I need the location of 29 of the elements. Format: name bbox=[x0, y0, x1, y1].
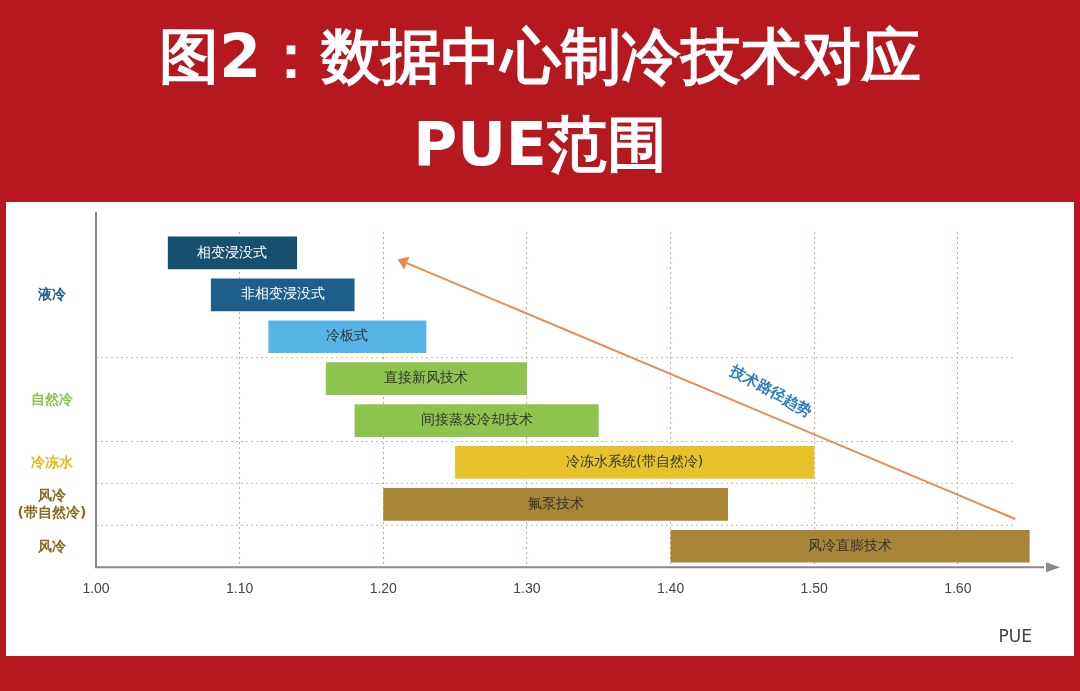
x-tick-label: 1.60 bbox=[944, 580, 972, 597]
y-tick-label: 非相变浸没式 bbox=[240, 285, 325, 302]
y-tick-label: 直接新风技术 bbox=[384, 369, 469, 386]
x-tick-label: 1.30 bbox=[513, 580, 541, 597]
text: 风冷 bbox=[37, 537, 67, 555]
y-tick-label: 氟泵技术 bbox=[527, 494, 584, 511]
annotation: 技术路径趋势 bbox=[726, 361, 816, 421]
bar bbox=[383, 488, 728, 521]
y-tick-label: 风冷直膨技术 bbox=[808, 536, 893, 553]
bar bbox=[670, 529, 1030, 563]
x-axis-title: PUE bbox=[998, 626, 1032, 646]
chart-title: 图2：数据中心制冷技术对应PUE范围 bbox=[158, 20, 922, 181]
bar bbox=[268, 320, 427, 354]
x-tick-label: 1.40 bbox=[656, 580, 685, 597]
text: 风冷 (带自然冷) bbox=[16, 487, 88, 522]
x-tick-label: 1.50 bbox=[800, 580, 829, 597]
y-tick-label: 相变浸没式 bbox=[197, 243, 268, 260]
bar bbox=[455, 446, 815, 479]
bar bbox=[325, 362, 527, 395]
y-tick-label: 间接蒸发冷却技术 bbox=[420, 411, 533, 428]
text: 自然冷 bbox=[30, 391, 74, 409]
x-tick-label: 1.10 bbox=[226, 580, 254, 597]
y-tick-label: 冷板式 bbox=[326, 327, 369, 344]
bar bbox=[354, 404, 599, 437]
x-tick-label: 1.20 bbox=[369, 580, 398, 597]
text: 液冷 bbox=[37, 286, 67, 304]
y-tick-label: 冷冻水系统(带自然冷) bbox=[566, 453, 704, 470]
text: 冷冻水 bbox=[30, 453, 74, 471]
x-tick-label: 1.00 bbox=[82, 580, 110, 597]
